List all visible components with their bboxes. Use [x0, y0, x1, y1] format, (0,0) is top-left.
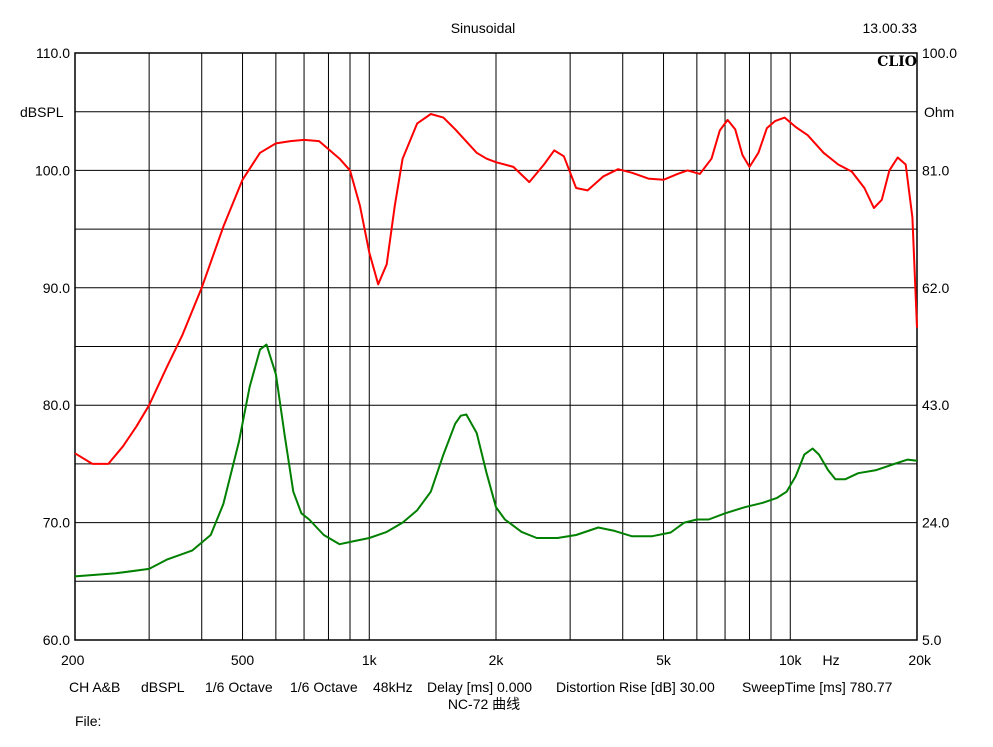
right-tick-label: 24.0: [922, 515, 949, 531]
right-tick-label: 81.0: [922, 162, 949, 178]
footer-setting: dBSPL: [141, 679, 185, 695]
x-tick-label: 20k: [908, 652, 932, 668]
left-tick-label: 70.0: [43, 515, 70, 531]
right-tick-label: 5.0: [922, 632, 942, 648]
brand-logo: CLIO: [877, 54, 917, 70]
left-axis-label: dBSPL: [20, 104, 64, 120]
impedance-curve: [74, 343, 918, 578]
file-label: File:: [75, 713, 101, 729]
x-tick-label: 200: [61, 652, 85, 668]
x-axis-ticks: 200 500 1k 2k 5k 10k 20k Hz: [61, 652, 932, 668]
x-tick-label: 500: [231, 652, 255, 668]
right-tick-label: 43.0: [922, 397, 949, 413]
footer-setting: 1/6 Octave: [205, 679, 273, 695]
left-axis-ticks: 60.0 70.0 80.0 90.0 100.0 110.0: [35, 45, 70, 648]
x-tick-label: 5k: [656, 652, 672, 668]
right-tick-label: 62.0: [922, 280, 949, 296]
footer-setting: Distortion Rise [dB] 30.00: [556, 679, 715, 695]
right-axis-ticks: 5.0 24.0 43.0 62.0 81.0 100.0: [922, 45, 957, 648]
footer-setting: 48kHz: [373, 679, 413, 695]
footer-setting: SweepTime [ms] 780.77: [742, 679, 893, 695]
x-tick-label: 1k: [362, 652, 378, 668]
timestamp: 13.00.33: [863, 20, 918, 36]
left-tick-label: 110.0: [36, 45, 70, 61]
left-tick-label: 80.0: [43, 397, 70, 413]
x-tick-label: 2k: [489, 652, 505, 668]
left-tick-label: 100.0: [35, 162, 70, 178]
plot-frame: [74, 52, 918, 641]
footer-setting: Delay [ms] 0.000: [427, 679, 532, 695]
footer-setting: 1/6 Octave: [290, 679, 358, 695]
footer-setting: CH A&B: [69, 679, 120, 695]
right-axis-label: Ohm: [924, 104, 954, 120]
figure-caption: NC-72 曲线: [448, 696, 520, 712]
right-tick-label: 100.0: [922, 45, 957, 61]
spl-curve: [74, 113, 918, 465]
chart-title: Sinusoidal: [451, 20, 516, 36]
left-tick-label: 90.0: [43, 280, 70, 296]
x-tick-label: 10k: [779, 652, 803, 668]
grid: [74, 52, 918, 641]
x-unit-label: Hz: [823, 652, 840, 668]
footer-settings: CH A&B dBSPL 1/6 Octave 1/6 Octave 48kHz Dela…: [69, 679, 893, 695]
series-group: [74, 113, 918, 578]
left-tick-label: 60.0: [43, 632, 70, 648]
